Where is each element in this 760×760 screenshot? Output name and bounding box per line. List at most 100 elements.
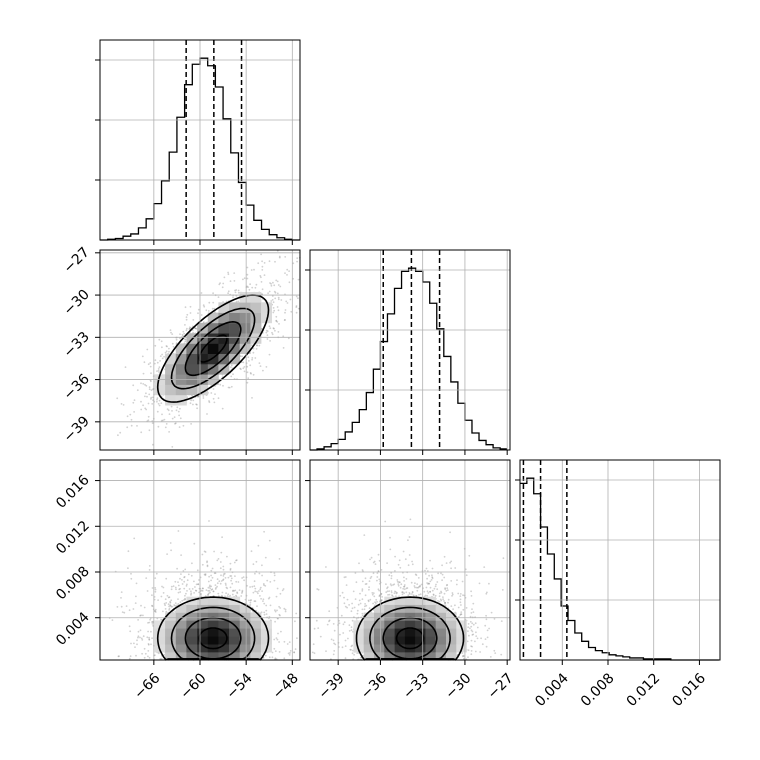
scatter-point: [333, 650, 336, 652]
scatter-point: [274, 291, 277, 294]
scatter-point: [361, 614, 364, 617]
scatter-point: [229, 575, 232, 577]
histogram-frame: [309, 249, 511, 451]
scatter-point: [485, 645, 488, 648]
scatter-point: [160, 657, 163, 660]
scatter-point: [267, 292, 269, 295]
scatter-point: [257, 592, 259, 595]
scatter-point: [423, 590, 426, 593]
scatter-point: [407, 539, 409, 542]
density-cell: [175, 604, 187, 613]
scatter-point: [209, 591, 212, 594]
scatter-point: [218, 580, 221, 583]
scatter-point: [404, 558, 407, 561]
scatter-point: [484, 624, 487, 627]
density-cell: [165, 612, 177, 621]
scatter-point: [254, 600, 257, 603]
scatter-point: [349, 648, 352, 651]
scatter-point: [129, 630, 132, 633]
scatter-point: [440, 591, 443, 594]
scatter-point: [391, 594, 393, 597]
scatter-point: [202, 397, 205, 399]
scatter-point: [361, 608, 364, 611]
scatter-point: [361, 598, 364, 601]
scatter-point: [286, 302, 289, 304]
scatter-point: [286, 274, 288, 276]
scatter-point: [174, 610, 177, 613]
scatter-point: [221, 591, 224, 594]
scatter-point: [461, 580, 464, 583]
scatter-point: [219, 582, 222, 585]
scatter-point: [459, 598, 462, 601]
scatter-point: [211, 588, 214, 591]
scatter-point: [203, 573, 206, 576]
scatter-point: [154, 359, 157, 362]
scatter-point: [296, 637, 298, 640]
scatter-point: [273, 574, 276, 577]
scatter-point: [132, 384, 135, 387]
scatter-point: [148, 638, 151, 640]
scatter-point: [368, 586, 370, 589]
scatter-point: [464, 568, 467, 571]
scatter-point: [154, 587, 157, 589]
scatter-point: [407, 564, 410, 567]
scatter-point: [200, 292, 203, 294]
scatter-point: [214, 588, 217, 590]
density-cell: [154, 628, 166, 637]
scatter-point: [198, 579, 200, 581]
scatter-point: [401, 591, 404, 594]
scatter-point: [371, 593, 374, 596]
scatter-point: [392, 584, 394, 586]
scatter-point: [283, 607, 286, 610]
scatter-point: [365, 604, 368, 607]
scatter-point: [133, 399, 136, 401]
scatter-point: [235, 300, 238, 303]
scatter-point: [243, 579, 246, 582]
scatter-point: [233, 561, 236, 564]
scatter-point: [197, 583, 200, 586]
scatter-point: [223, 276, 226, 279]
scatter-point: [219, 567, 222, 570]
scatter-point: [369, 577, 372, 580]
scatter-point: [261, 269, 264, 271]
scatter-point: [222, 282, 225, 285]
scatter-point: [243, 370, 246, 373]
scatter-point: [451, 592, 454, 594]
contour-line: [184, 320, 242, 377]
scatter-point: [460, 613, 462, 616]
scatter-point: [217, 397, 220, 400]
contour-line: [170, 307, 256, 390]
scatter-point: [440, 599, 443, 602]
scatter-point: [234, 575, 236, 577]
scatter-point: [207, 590, 210, 592]
density-cell: [165, 652, 177, 661]
scatter-point: [351, 652, 354, 655]
scatter-point: [375, 602, 377, 605]
scatter-point: [502, 557, 505, 560]
scatter-point: [247, 377, 250, 380]
scatter-point: [260, 597, 262, 600]
density-cell: [175, 343, 187, 354]
scatter-point: [207, 580, 210, 583]
scatter-point: [201, 590, 204, 592]
scatter-point: [154, 610, 156, 612]
scatter-point: [255, 348, 258, 350]
scatter-point: [254, 590, 257, 593]
scatter-point: [403, 588, 406, 591]
scatter-point: [225, 586, 228, 589]
scatter-point: [373, 560, 376, 563]
scatter-point: [157, 599, 160, 601]
scatter-point: [319, 635, 322, 638]
scatter-point: [390, 590, 393, 592]
scatter-point: [295, 311, 298, 314]
scatter-point: [390, 584, 393, 587]
scatter-point: [251, 397, 253, 399]
scatter-point: [143, 606, 146, 609]
density-cell: [175, 636, 187, 645]
scatter-point: [142, 383, 145, 385]
scatter-point: [378, 589, 381, 592]
scatter-point: [429, 590, 431, 593]
scatter-point: [164, 608, 167, 610]
scatter-point: [230, 385, 233, 388]
scatter-point: [332, 639, 335, 642]
